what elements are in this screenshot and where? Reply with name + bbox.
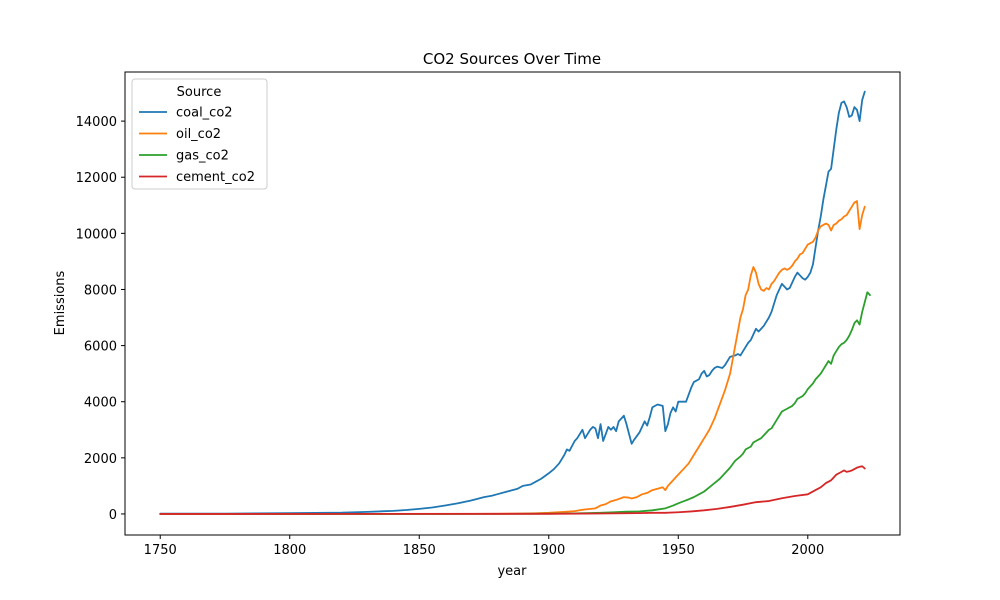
legend-title: Source xyxy=(177,85,222,100)
y-tick-label: 6000 xyxy=(84,340,117,355)
plot-area: 1750 1800 1850 1900 1950 2000 0 2000 4000 6000 80… xyxy=(76,71,901,558)
y-axis-label: Emissions xyxy=(53,270,68,335)
y-tick-label: 2000 xyxy=(84,452,117,467)
y-axis-ticks: 0 2000 4000 6000 8000 10000 12000 14000 xyxy=(76,115,125,523)
legend: Source coal_co2 oil_co2 gas_co2 cement_co2 xyxy=(131,78,268,190)
legend-box xyxy=(131,78,268,190)
x-axis-ticks: 1750 1800 1850 1900 1950 2000 xyxy=(144,535,824,558)
y-tick-label: 4000 xyxy=(84,396,117,411)
y-tick-label: 12000 xyxy=(76,171,117,186)
legend-label-gas-co2: gas_co2 xyxy=(176,149,229,164)
y-tick-label: 0 xyxy=(109,508,117,523)
x-axis-label: year xyxy=(497,564,527,579)
series-line-oil-co2 xyxy=(159,200,866,515)
legend-label-oil-co2: oil_co2 xyxy=(176,127,221,142)
y-tick-label: 8000 xyxy=(84,283,117,298)
series-line-gas-co2 xyxy=(159,291,871,515)
x-tick-label: 1850 xyxy=(403,543,436,558)
y-tick-label: 14000 xyxy=(76,115,117,130)
series-line-coal-co2 xyxy=(159,90,866,515)
x-tick-label: 1950 xyxy=(662,543,695,558)
chart-title: CO2 Sources Over Time xyxy=(423,50,601,68)
y-tick-label: 10000 xyxy=(76,227,117,242)
series-lines xyxy=(159,90,871,515)
x-tick-label: 2000 xyxy=(791,543,824,558)
x-tick-label: 1800 xyxy=(273,543,306,558)
plot-frame xyxy=(124,71,901,536)
x-tick-label: 1900 xyxy=(532,543,565,558)
x-tick-label: 1750 xyxy=(144,543,177,558)
legend-items: coal_co2 oil_co2 gas_co2 cement_co2 xyxy=(139,106,255,185)
legend-label-cement-co2: cement_co2 xyxy=(176,170,255,185)
legend-label-coal-co2: coal_co2 xyxy=(176,106,233,121)
series-line-cement-co2 xyxy=(159,465,866,515)
